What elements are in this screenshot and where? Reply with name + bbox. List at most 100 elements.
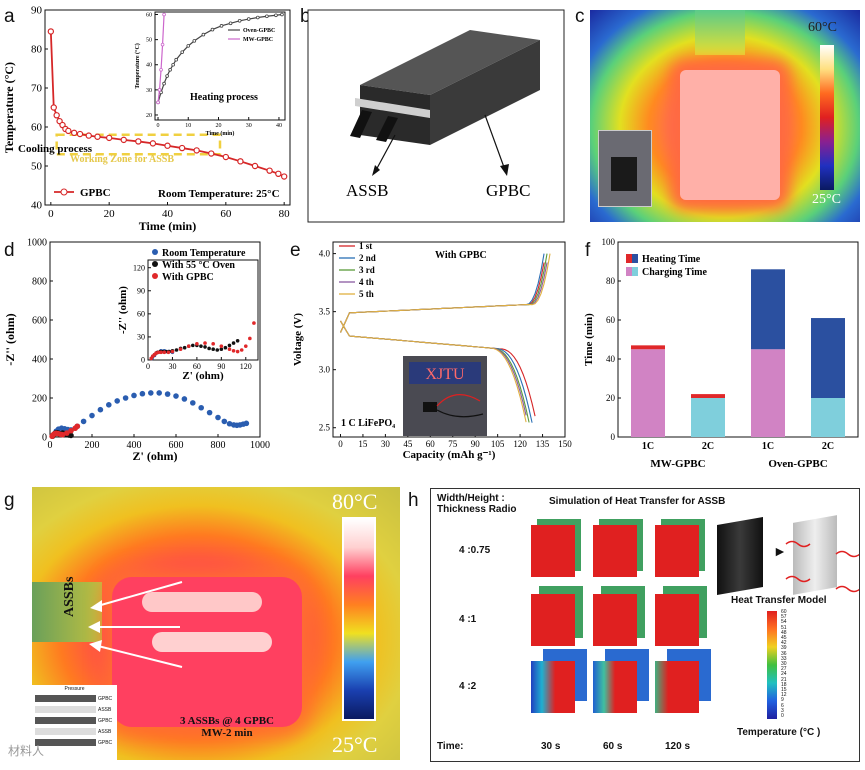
data-point	[120, 136, 127, 144]
inset-data-point	[178, 347, 183, 352]
inset-data-point	[166, 350, 171, 355]
schem-row-label: ASSB	[98, 728, 112, 735]
time-label: 120 s	[665, 741, 691, 752]
bar-segment	[691, 394, 725, 398]
simulation-block	[655, 525, 699, 577]
x-tick-label: 60	[220, 208, 232, 220]
y-tick-label: 120	[133, 263, 145, 272]
h-time-label: Time:	[437, 741, 464, 752]
y-tick-label: 90	[137, 286, 145, 295]
scale-value-label: 57	[781, 614, 787, 621]
y-tick-label: 90	[31, 5, 43, 17]
y-tick-label: 80	[31, 44, 43, 56]
schem-row-label: GPBC	[98, 695, 113, 702]
data-point	[105, 134, 113, 142]
data-point	[135, 138, 142, 145]
inset-data-point	[255, 15, 260, 20]
y-tick-label: 50	[31, 161, 43, 173]
data-point	[149, 140, 157, 147]
data-point	[64, 430, 70, 436]
panel-h-simulation: Width/Height : Thickness Radio Simulatio…	[430, 488, 860, 762]
temperature-scale-bar	[767, 611, 777, 719]
inset-data-point	[211, 347, 215, 352]
data-point	[222, 153, 230, 161]
inset-data-point	[192, 39, 197, 43]
simulation-block	[531, 661, 575, 713]
data-point	[53, 112, 60, 119]
bar-segment	[811, 398, 845, 437]
inset-data-point	[201, 32, 206, 37]
inset-data-point	[223, 345, 228, 350]
x-tick-label: 600	[169, 440, 184, 451]
data-point	[173, 393, 179, 399]
y-tick-label: 80	[606, 276, 616, 286]
inset-data-point	[246, 17, 251, 21]
inset-data-point	[235, 349, 240, 354]
schem-layer	[35, 739, 96, 746]
x-tick-label: 120	[240, 362, 252, 371]
x-tick-label: 135	[536, 439, 550, 449]
data-point	[237, 158, 244, 165]
scale-value-label: 54	[781, 619, 787, 626]
schem-layer	[35, 706, 96, 713]
data-point	[74, 423, 81, 430]
y-axis-label: Time (min)	[583, 313, 595, 366]
y-tick-label: 1000	[27, 237, 47, 248]
plot-frame	[49, 241, 261, 438]
y-tick-label: 40	[146, 63, 152, 69]
legend-label: With GPBC	[162, 272, 214, 283]
scale-value-label: 30	[781, 661, 787, 667]
data-point	[70, 129, 78, 137]
panel-label-h: h	[408, 490, 419, 511]
y-tick-label: 30	[137, 333, 145, 342]
panel-label-a: a	[4, 6, 15, 27]
inset-data-point	[203, 341, 207, 345]
inset-data-point	[231, 348, 236, 353]
panel-label-c: c	[575, 6, 585, 27]
h-header-line2: Thickness Radio	[437, 504, 517, 515]
schem-row-label: ASSB	[98, 706, 112, 713]
data-point	[164, 142, 171, 149]
data-point	[181, 396, 188, 402]
inset-data-point	[227, 343, 232, 348]
x-tick-label: 60	[426, 439, 436, 449]
arrow-icon: ►	[773, 545, 787, 560]
x-tick-label: 800	[211, 440, 226, 451]
inset-data-point	[159, 67, 163, 72]
panel-b-illustration: ASSB GPBC	[307, 9, 565, 223]
ratio-label: 4 :1	[459, 614, 477, 625]
temperature-scale-title: Temperature (°C )	[737, 727, 821, 738]
x-tick-label: 0	[48, 440, 53, 451]
scale-value-label: 51	[781, 624, 787, 631]
inset-data-point	[165, 74, 169, 78]
panel-a-chart: 0 20 40 60 80 40 50 60 70 80 90 Time (min) Temperatu…	[2, 5, 291, 233]
x-axis-label: Capacity (mAh g⁻¹)	[403, 449, 496, 461]
x-tick-label: 30	[246, 123, 252, 129]
time-label: 60 s	[603, 741, 623, 752]
inset-data-point	[228, 21, 233, 26]
legend-label: 1 st	[359, 241, 372, 251]
data-point	[226, 420, 233, 427]
scale-max-label: 80°C	[332, 489, 378, 514]
bar-segment	[631, 349, 665, 437]
inset-data-point	[227, 347, 232, 352]
y-tick-label: 200	[32, 393, 47, 404]
data-point	[76, 130, 84, 138]
y-tick-label: 800	[32, 276, 47, 287]
battery-photo-inset	[598, 130, 652, 207]
inset-data-point	[162, 81, 166, 86]
g-caption: 3 ASSBs @ 4 GPBC MW-2 min	[172, 715, 282, 739]
schem-row-label: GPBC	[98, 717, 113, 724]
inset-data-point	[170, 349, 175, 354]
legend-label: Charging Time	[642, 267, 707, 278]
x-tick-label: 75	[448, 439, 458, 449]
y-tick-label: 2.5	[319, 423, 331, 433]
inset-data-point	[162, 12, 166, 17]
legend-label: With 55 °C Oven	[162, 260, 235, 271]
scale-max-label: 60°C	[808, 20, 837, 35]
electrode-tab	[376, 116, 398, 142]
simulation-block	[531, 594, 575, 646]
data-point	[80, 418, 87, 425]
data-point	[243, 420, 250, 427]
